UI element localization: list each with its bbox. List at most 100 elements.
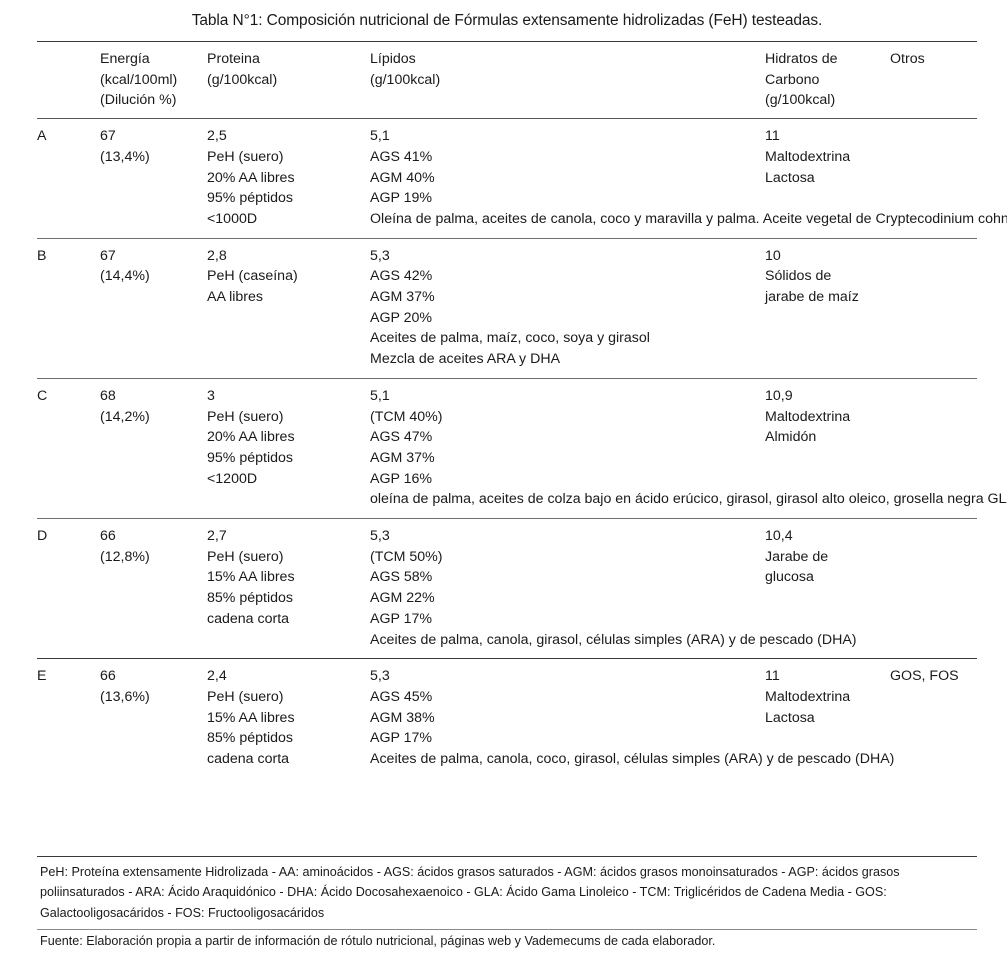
cell-line: GOS, FOS xyxy=(890,668,959,685)
table-row: C 68 (14,2%) 3 PeH (suero) 20% AA libres… xyxy=(37,377,1007,519)
cell-line: 66 xyxy=(100,668,116,685)
cell-line: cadena corta xyxy=(207,610,290,627)
table-footnote-abbreviations: PeH: Proteína extensamente Hidrolizada -… xyxy=(37,856,977,930)
cell-line: 5,3 xyxy=(370,528,390,545)
cell-otros xyxy=(890,237,977,379)
header-line: Carbono xyxy=(765,71,820,88)
cell-line: PeH (caseína) xyxy=(207,268,298,285)
cell-energia: 68 (14,2%) xyxy=(100,377,207,519)
cell-otros: GOS, FOS xyxy=(890,658,977,778)
cell-line: 5,1 xyxy=(370,387,390,404)
cell-line: Aceites de palma, maíz, coco, soya y gir… xyxy=(370,330,650,347)
cell-paragraph: oleína de palma, aceites de colza bajo e… xyxy=(370,491,1007,508)
cell-line: AGM 22% xyxy=(370,590,435,607)
column-header-hidratos-de-carbono: Hidratos de Carbono (g/100kcal) xyxy=(765,40,890,119)
cell-line xyxy=(890,386,977,407)
formula-id-label: D xyxy=(37,528,48,545)
cell-line: (14,4%) xyxy=(100,268,150,285)
cell-line: 85% péptidos xyxy=(207,730,293,747)
cell-energia: 66 (13,6%) xyxy=(100,658,207,778)
cell-hidratos-de-carbono: 11 Maltodextrina Lactosa xyxy=(765,118,890,239)
cell-line: glucosa xyxy=(765,569,814,586)
cell-hidratos-de-carbono: 10 Sólidos de jarabe de maíz xyxy=(765,237,890,379)
header-line xyxy=(890,70,977,91)
cell-line: (TCM 50%) xyxy=(370,548,443,565)
cell-energia: 67 (13,4%) xyxy=(100,118,207,239)
cell-line xyxy=(890,126,977,147)
cell-hidratos-de-carbono: 10,9 Maltodextrina Almidón xyxy=(765,377,890,519)
header-line: (g/100kcal) xyxy=(207,71,278,88)
cell-line: Maltodextrina xyxy=(765,148,851,165)
cell-proteina: 3 PeH (suero) 20% AA libres 95% péptidos… xyxy=(207,377,370,519)
column-header-proteina: Proteina (g/100kcal) xyxy=(207,40,370,119)
column-header-id xyxy=(37,40,100,119)
column-header-otros: Otros xyxy=(890,40,977,119)
cell-line: AGS 47% xyxy=(370,429,433,446)
cell-line: 95% péptidos xyxy=(207,449,293,466)
header-line: Energía xyxy=(100,51,150,67)
formula-id-label: B xyxy=(37,247,47,264)
cell-paragraph: Aceites de palma, canola, coco, girasol,… xyxy=(370,751,895,768)
cell-line: 15% AA libres xyxy=(207,569,295,586)
header-line: Proteina xyxy=(207,51,260,67)
cell-lipidos: 5,1 (TCM 40%) AGS 47% AGM 37% AGP 16% ol… xyxy=(370,377,1007,519)
cell-line: AGS 45% xyxy=(370,688,433,705)
header-line: (g/100kcal) xyxy=(765,92,836,109)
nutritional-composition-table: Energía (kcal/100ml) (Dilución %) Protei… xyxy=(37,40,1007,778)
cell-paragraph: Aceites de palma, canola, girasol, célul… xyxy=(370,631,857,648)
cell-line: (14,2%) xyxy=(100,408,150,425)
cell-lipidos: 5,3 AGS 42% AGM 37% AGP 20% Aceites de p… xyxy=(370,237,765,379)
table-row: D 66 (12,8%) 2,7 PeH (suero) 15% AA libr… xyxy=(37,518,977,659)
cell-otros xyxy=(890,377,977,519)
page-title: Tabla N°1: Composición nutricional de Fó… xyxy=(191,12,823,29)
cell-proteina: 2,8 PeH (caseína) AA libres xyxy=(207,237,370,379)
cell-line: Lactosa xyxy=(765,169,815,186)
cell-line: 68 xyxy=(100,387,116,404)
column-header-energia: Energía (kcal/100ml) (Dilución %) xyxy=(100,40,207,119)
cell-line: 2,4 xyxy=(207,668,227,685)
cell-line xyxy=(890,246,977,267)
header-line: Otros xyxy=(890,51,925,67)
cell-line: (13,4%) xyxy=(100,148,150,165)
cell-formula-id: B xyxy=(37,237,100,379)
cell-otros xyxy=(890,518,977,659)
header-line xyxy=(370,90,765,111)
cell-otros xyxy=(890,118,977,239)
cell-paragraph: Oleína de palma, aceites de canola, coco… xyxy=(370,210,1007,227)
cell-line: 66 xyxy=(100,528,116,545)
header-line: (Dilución %) xyxy=(100,92,177,109)
cell-proteina: 2,5 PeH (suero) 20% AA libres 95% péptid… xyxy=(207,118,370,239)
formula-id-label: C xyxy=(37,387,48,404)
cell-line: PeH (suero) xyxy=(207,548,284,565)
cell-proteina: 2,4 PeH (suero) 15% AA libres 85% péptid… xyxy=(207,658,370,778)
cell-line: AGS 41% xyxy=(370,148,433,165)
table-row: B 67 (14,4%) 2,8 PeH (caseína) AA libres xyxy=(37,237,977,379)
cell-line: (13,6%) xyxy=(100,688,150,705)
footnote-text: PeH: Proteína extensamente Hidrolizada -… xyxy=(40,865,900,920)
cell-line: 2,8 xyxy=(207,247,227,264)
cell-hidratos-de-carbono: 11 Maltodextrina Lactosa xyxy=(765,658,890,778)
cell-line: PeH (suero) xyxy=(207,148,284,165)
cell-line: AGM 37% xyxy=(370,449,435,466)
cell-lipidos: 5,3 (TCM 50%) AGS 58% AGM 22% AGP 17% Ac… xyxy=(370,518,857,659)
header-line: Lípidos xyxy=(370,51,416,67)
cell-line: AGP 20% xyxy=(370,309,433,326)
header-line xyxy=(37,70,100,91)
cell-line: 20% AA libres xyxy=(207,169,295,186)
cell-line: cadena corta xyxy=(207,751,290,768)
cell-line: (TCM 40%) xyxy=(370,408,443,425)
header-line: (kcal/100ml) xyxy=(100,71,178,88)
cell-lipidos: 5,1 AGS 41% AGM 40% AGP 19% Oleína de pa… xyxy=(370,118,1007,239)
cell-line: 5,1 xyxy=(370,128,390,145)
cell-line: Jarabe de xyxy=(765,548,829,565)
cell-line xyxy=(890,526,977,547)
table-body: A 67 (13,4%) 2,5 PeH (suero) 20% AA libr… xyxy=(37,118,1007,778)
table-header: Energía (kcal/100ml) (Dilución %) Protei… xyxy=(37,40,977,119)
table-source-note: Fuente: Elaboración propia a partir de i… xyxy=(40,934,716,948)
cell-line: AGP 17% xyxy=(370,610,433,627)
cell-formula-id: E xyxy=(37,658,100,778)
formula-id-label: E xyxy=(37,668,47,685)
header-line xyxy=(37,90,100,111)
cell-line: AGM 38% xyxy=(370,709,435,726)
cell-line: 67 xyxy=(100,247,116,264)
